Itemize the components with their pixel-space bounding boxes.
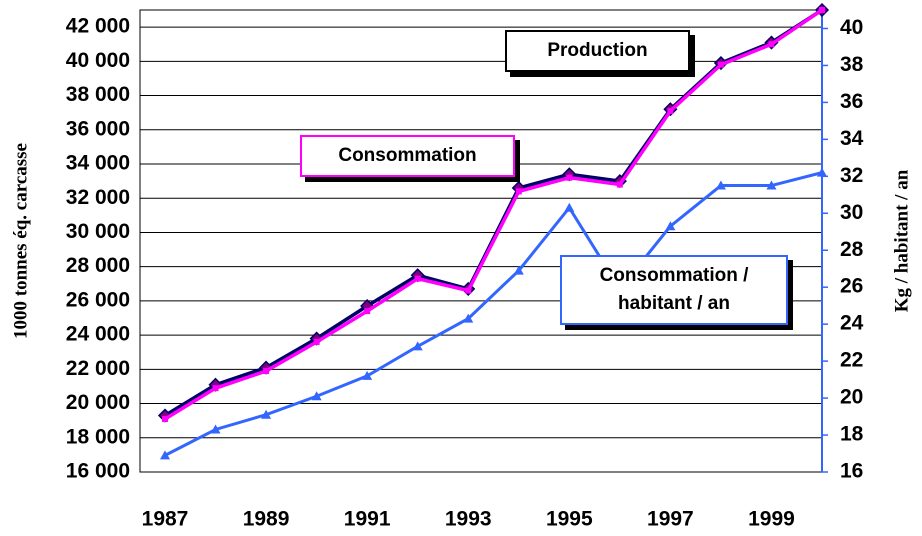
- annotation-consommation: Consommation: [300, 135, 515, 177]
- y2-tick-label: 28: [840, 238, 864, 261]
- marker: [364, 308, 371, 315]
- y2-tick-label: 16: [840, 460, 863, 483]
- y-tick-label: 36 000: [66, 117, 130, 140]
- y-tick-label: 16 000: [66, 460, 130, 483]
- marker: [465, 287, 472, 294]
- marker: [311, 391, 322, 401]
- x-tick-label: 1997: [647, 508, 694, 531]
- y2-tick-label: 34: [840, 127, 864, 150]
- y-tick-label: 26 000: [66, 288, 130, 311]
- annotation-production: Production: [505, 30, 690, 72]
- marker: [564, 202, 575, 212]
- marker: [261, 409, 272, 419]
- y-tick-label: 38 000: [66, 83, 130, 106]
- marker: [160, 450, 170, 460]
- marker: [362, 370, 373, 380]
- y2-tick-label: 40: [840, 16, 863, 39]
- marker: [717, 61, 724, 68]
- y2-tick-label: 36: [840, 90, 863, 113]
- x-tick-label: 1995: [546, 508, 593, 531]
- marker: [162, 415, 168, 422]
- series-line: [164, 171, 823, 457]
- y2-tick-label: 22: [840, 349, 863, 372]
- y-tick-label: 30 000: [66, 220, 130, 243]
- y2-axis-title: Kg / habitant / an: [891, 169, 912, 312]
- y2-tick-label: 18: [840, 423, 864, 446]
- y-tick-label: 22 000: [66, 357, 130, 380]
- marker: [768, 41, 775, 48]
- series-line: [164, 8, 823, 421]
- y2-tick-label: 24: [840, 312, 864, 335]
- marker: [313, 338, 320, 345]
- marker: [616, 181, 623, 188]
- y-tick-label: 20 000: [66, 391, 130, 414]
- plot-frame: [139, 9, 823, 473]
- marker: [412, 341, 423, 351]
- y2-tick-label: 20: [840, 386, 863, 409]
- marker: [566, 174, 573, 181]
- y-tick-label: 18 000: [66, 425, 130, 448]
- y2-tick-label: 38: [840, 53, 864, 76]
- marker: [212, 385, 219, 392]
- annotation-per-capita: Consommation / habitant / an: [560, 255, 788, 325]
- x-tick-label: 1989: [243, 508, 290, 531]
- y-axis-title: 1000 tonnes éq. carcasse: [10, 143, 31, 339]
- y-tick-label: 32 000: [66, 186, 130, 209]
- y-tick-label: 40 000: [66, 49, 130, 72]
- y-tick-label: 28 000: [66, 254, 130, 277]
- marker: [817, 167, 827, 177]
- y2-tick-label: 30: [840, 201, 863, 224]
- marker: [819, 7, 825, 13]
- marker: [210, 424, 221, 434]
- y2-tick-label: 26: [840, 275, 863, 298]
- marker: [667, 107, 674, 114]
- marker: [715, 180, 726, 190]
- y-tick-label: 34 000: [66, 152, 130, 175]
- marker: [665, 221, 676, 231]
- x-tick-label: 1987: [142, 508, 189, 531]
- marker: [263, 368, 270, 375]
- x-tick-label: 1999: [748, 508, 795, 531]
- y2-tick-label: 32: [840, 164, 863, 187]
- marker: [515, 188, 522, 195]
- marker: [766, 180, 777, 190]
- marker: [414, 275, 421, 282]
- y-tick-label: 42 000: [66, 15, 130, 38]
- x-tick-label: 1991: [344, 508, 391, 531]
- y-tick-label: 24 000: [66, 323, 130, 346]
- x-tick-label: 1993: [445, 508, 492, 531]
- series-line: [164, 8, 823, 418]
- marker: [513, 265, 524, 275]
- marker: [463, 313, 474, 323]
